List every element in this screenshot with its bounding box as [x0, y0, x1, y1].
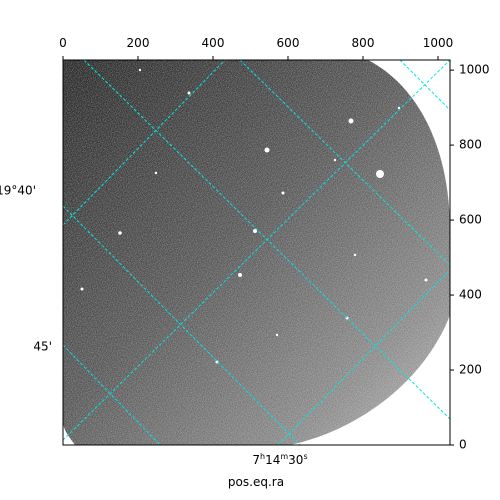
x-axis-label: pos.eq.ra	[228, 475, 284, 489]
y-tick-label: 0	[459, 438, 467, 452]
wcs-grid-line	[62, 59, 451, 441]
wcs-grid-line	[62, 344, 161, 446]
x-tick-label: 200	[127, 36, 150, 50]
ra-unit: m	[280, 452, 288, 461]
x-tick-label: 600	[277, 36, 300, 50]
wcs-grid-line	[277, 269, 451, 446]
y-tick-label: 600	[459, 213, 482, 227]
axes-frame	[62, 59, 451, 446]
ra-part: 30	[288, 453, 303, 467]
x-tick-label: 400	[202, 36, 225, 50]
y-tick-label: 800	[459, 138, 482, 152]
dec-tick-label: 45'	[33, 340, 52, 354]
dec-tick-label: 19°40'	[0, 184, 36, 198]
sky-image	[63, 60, 450, 445]
y-tick-label: 200	[459, 363, 482, 377]
ra-part: 7	[252, 453, 260, 467]
wcs-grid-line	[62, 205, 301, 446]
x-tick-label: 0	[59, 36, 67, 50]
ra-unit: s	[303, 452, 307, 461]
x-tick-label: 800	[352, 36, 375, 50]
ra-unit: h	[260, 452, 265, 461]
wcs-grid	[62, 59, 451, 446]
y-tick-label: 1000	[459, 63, 490, 77]
ra-part: 14	[265, 453, 280, 467]
ra-tick-label: 7h14m30s	[252, 452, 307, 467]
x-tick-label: 1000	[423, 36, 454, 50]
y-tick-label: 400	[459, 288, 482, 302]
wcs-grid-line	[62, 59, 226, 226]
